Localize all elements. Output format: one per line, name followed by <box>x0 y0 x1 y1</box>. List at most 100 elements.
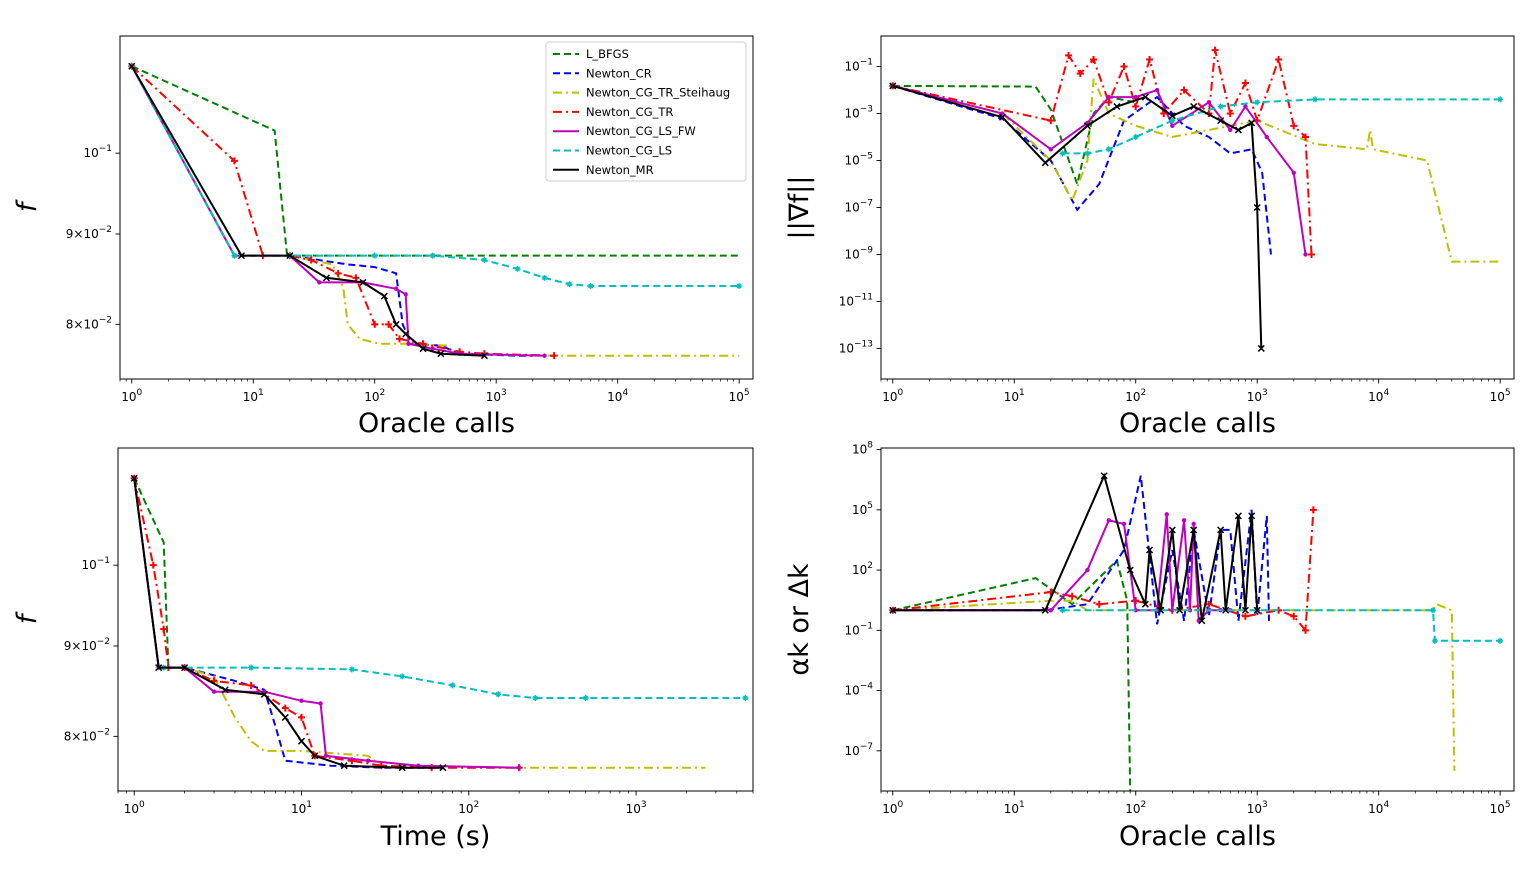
y-axis-label: αk or Δk <box>784 563 815 676</box>
x-tick-label: 105 <box>1490 800 1511 816</box>
x-tick-label: 101 <box>243 388 264 404</box>
point-Newton_CG_LS <box>1312 96 1318 102</box>
series-line-Newton_CG_LS_FW <box>134 478 519 768</box>
panel-f-vs-oracle: 100 101 102 103 104 1058×10−29×10−210−1Oracle… <box>12 36 753 439</box>
y-tick-label: 10−1 <box>844 58 873 74</box>
point-Newton_CG_LS <box>372 253 378 259</box>
y-tick-label: 10−1 <box>844 621 873 637</box>
y-axis-label: f <box>12 611 43 624</box>
point-Newton_CG_LS_FW <box>404 292 408 296</box>
point-Newton_MR <box>1042 160 1048 166</box>
y-tick-label: 10−1 <box>81 556 110 572</box>
x-tick-label: 101 <box>1004 388 1025 404</box>
point-Newton_CG_LS_FW <box>324 754 328 758</box>
x-tick-label: 100 <box>124 800 145 816</box>
x-tick-label: 102 <box>1125 388 1146 404</box>
x-axis-label: Oracle calls <box>1119 408 1276 439</box>
y-tick-label: 8×10−2 <box>64 727 110 743</box>
x-tick-label: 104 <box>1368 388 1389 404</box>
x-tick-label: 104 <box>607 388 628 404</box>
y-tick-label: 8×10−2 <box>66 315 112 331</box>
legend-label: Newton_CG_TR <box>586 105 673 119</box>
point-Newton_CG_TR <box>1227 110 1234 117</box>
series-line-Newton_CR <box>132 66 533 356</box>
point-Newton_CG_LS_FW <box>1085 568 1089 572</box>
x-tick-label: 103 <box>1247 800 1268 816</box>
y-tick-label: 9×10−2 <box>64 637 110 653</box>
x-tick-label: 100 <box>121 388 142 404</box>
series-line-Newton_MR <box>132 66 485 356</box>
x-tick-label: 103 <box>1247 388 1268 404</box>
point-Newton_CG_LS_FW <box>1155 88 1159 92</box>
legend: L_BFGSNewton_CRNewton_CG_TR_SteihaugNewt… <box>546 42 746 181</box>
point-Newton_CG_LS <box>736 283 742 289</box>
point-Newton_CG_LS <box>583 695 589 701</box>
panel-step-vs-oracle: 100 101 102 103 104 10510810510210−110−410−7O… <box>784 441 1514 852</box>
x-tick-label: 102 <box>458 800 479 816</box>
point-Newton_CG_LS <box>1497 638 1503 644</box>
y-axis-label: ||∇f|| <box>784 176 815 240</box>
x-tick-label: 103 <box>626 800 647 816</box>
point-Newton_CG_TR <box>1242 613 1249 620</box>
point-Newton_CG_LS <box>542 275 548 281</box>
series-line-Newton_CG_TR <box>134 478 519 768</box>
point-Newton_CG_LS <box>1218 103 1224 109</box>
axes-frame <box>118 448 753 791</box>
series-line-L_BFGS <box>893 86 1136 184</box>
legend-label: L_BFGS <box>586 47 629 61</box>
point-Newton_CG_TR <box>150 562 157 569</box>
x-tick-label: 101 <box>291 800 312 816</box>
series-line-L_BFGS <box>134 478 184 667</box>
point-Newton_MR <box>282 714 288 720</box>
x-axis-label: Time (s) <box>380 821 491 852</box>
point-Newton_CG_LS_FW <box>1292 171 1296 175</box>
series-line-Newton_MR <box>893 86 1262 349</box>
point-Newton_CG_LS <box>349 666 355 672</box>
x-tick-label: 104 <box>1368 800 1389 816</box>
point-Newton_CG_TR <box>1275 56 1282 63</box>
point-Newton_CG_LS_FW <box>1228 128 1232 132</box>
point-Newton_CG_LS <box>1084 150 1090 156</box>
x-axis-label: Oracle calls <box>1119 821 1276 852</box>
point-Newton_CG_TR <box>551 352 558 359</box>
series-line-Newton_MR <box>893 476 1257 621</box>
y-tick-label: 102 <box>852 561 873 577</box>
point-Newton_CG_LS_FW <box>1303 252 1307 256</box>
x-tick-label: 101 <box>1004 800 1025 816</box>
series-line-Newton_CR <box>134 478 432 768</box>
series-line-Newton_CG_LS <box>1063 99 1501 153</box>
point-Newton_CG_LS_FW <box>394 287 398 291</box>
point-Newton_CG_TR <box>1132 103 1139 110</box>
point-Newton_CG_TR <box>1310 506 1317 513</box>
y-tick-label: 108 <box>852 441 873 457</box>
x-tick-label: 102 <box>1125 800 1146 816</box>
point-Newton_CG_LS_FW <box>1191 522 1195 526</box>
point-Newton_CG_TR <box>1069 593 1076 600</box>
point-Newton_CG_LS_FW <box>1265 135 1269 139</box>
point-Newton_CG_LS <box>742 695 748 701</box>
point-Newton_CG_TR <box>248 682 255 689</box>
series-line-L_BFGS <box>893 561 1130 792</box>
point-Newton_CG_LS_FW <box>1049 608 1053 612</box>
x-axis-label: Oracle calls <box>358 408 515 439</box>
point-Newton_CG_LS <box>1254 99 1260 105</box>
series-line-Newton_CG_TR <box>132 66 554 356</box>
point-Newton_CG_LS_FW <box>542 353 546 357</box>
point-Newton_CG_TR <box>298 714 305 721</box>
point-Newton_CG_LS <box>515 266 521 272</box>
point-Newton_CG_LS <box>1432 638 1438 644</box>
series-group <box>889 47 1503 352</box>
series-line-Newton_CG_TR_Steihaug <box>893 601 1455 771</box>
legend-label: Newton_CG_LS_FW <box>586 124 696 138</box>
point-Newton_CG_LS_FW <box>1182 518 1186 522</box>
legend-label: Newton_CG_TR_Steihaug <box>586 86 730 100</box>
point-Newton_CG_LS_FW <box>1049 147 1053 151</box>
series-group <box>131 475 749 771</box>
x-tick-label: 105 <box>729 388 750 404</box>
point-Newton_CG_LS_FW <box>1165 512 1169 516</box>
point-Newton_CG_TR <box>1212 47 1219 54</box>
y-tick-label: 10−13 <box>839 339 873 355</box>
point-Newton_CG_TR <box>1120 63 1127 70</box>
y-tick-label: 10−7 <box>844 742 873 758</box>
series-group <box>889 473 1503 791</box>
